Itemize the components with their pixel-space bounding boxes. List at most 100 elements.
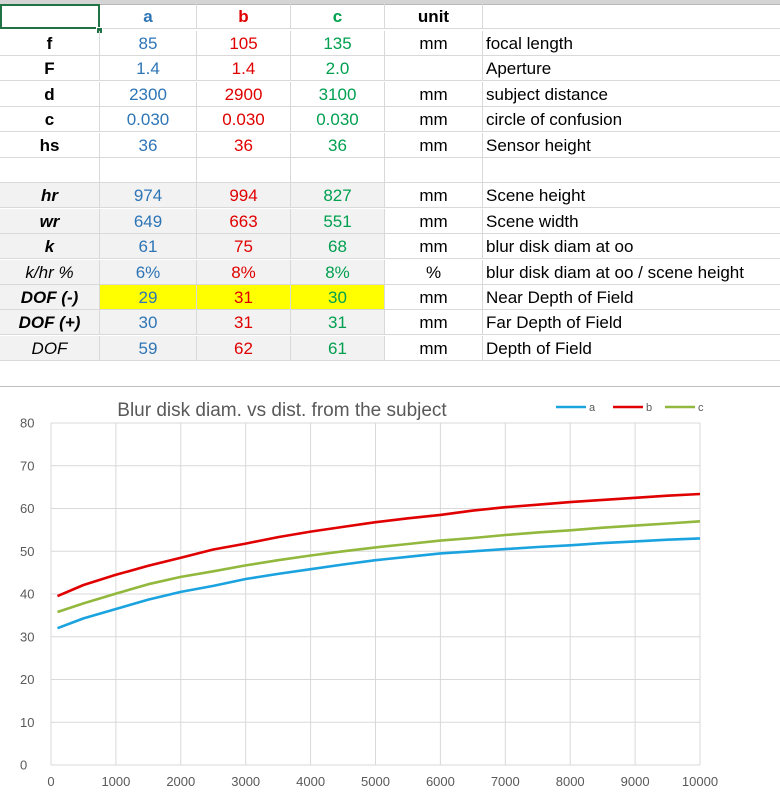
unit-cell[interactable]: mm [385,31,483,56]
table-row: DOF (-) 29 31 30 mm Near Depth of Field [0,285,780,310]
value-cell-a[interactable]: 59 [100,335,197,361]
header-cell-description[interactable] [483,4,780,29]
row-label-cell[interactable]: DOF [0,335,100,361]
unit-cell[interactable]: mm [385,335,483,361]
value-cell-b[interactable]: 994 [197,183,291,209]
row-label-cell[interactable]: hs [0,132,100,158]
value-cell-c[interactable]: 551 [291,208,385,234]
value-cell-a[interactable]: 1.4 [100,56,197,82]
y-tick-label: 30 [20,629,34,644]
y-tick-label: 20 [20,672,34,687]
value-cell-c[interactable]: 0.030 [291,107,385,133]
value-cell-c[interactable]: 2.0 [291,56,385,82]
value-cell-c[interactable]: 36 [291,132,385,158]
unit-cell[interactable] [385,56,483,82]
value-cell-c[interactable]: 31 [291,310,385,336]
value-cell-b[interactable]: 0.030 [197,107,291,133]
value-cell-b[interactable]: 31 [197,310,291,336]
description-cell[interactable]: Scene height [483,183,780,209]
legend-label-c: c [698,402,704,414]
row-label-cell[interactable] [0,158,100,183]
value-cell-a[interactable]: 36 [100,132,197,158]
unit-cell[interactable]: mm [385,183,483,209]
row-label-cell[interactable]: k/hr % [0,259,100,285]
value-cell-b[interactable]: 105 [197,31,291,56]
description-cell[interactable]: Sensor height [483,133,780,158]
value-cell-a[interactable]: 0.030 [100,107,197,133]
value-cell-c[interactable] [291,158,385,183]
value-cell-a[interactable]: 61 [100,234,197,260]
value-cell-a[interactable]: 6% [100,259,197,285]
unit-cell[interactable] [385,158,483,183]
value-cell-b[interactable]: 31 [197,285,291,310]
series-line-c [57,520,701,614]
value-cell-a[interactable]: 29 [100,285,197,310]
selected-cell[interactable] [0,4,100,29]
row-label-cell[interactable]: f [0,31,100,56]
header-cell-b[interactable]: b [197,4,291,29]
value-cell-a[interactable]: 974 [100,183,197,209]
value-cell-c[interactable]: 30 [291,285,385,310]
value-cell-b[interactable]: 2900 [197,81,291,107]
y-tick-label: 60 [20,501,34,516]
table-row [0,158,780,183]
value-cell-a[interactable]: 30 [100,310,197,336]
y-tick-label: 80 [20,416,34,431]
value-cell-b[interactable]: 62 [197,335,291,361]
value-cell-b[interactable]: 75 [197,234,291,260]
unit-cell[interactable]: mm [385,285,483,310]
description-cell[interactable]: blur disk diam at oo / scene height [483,260,780,285]
description-cell[interactable]: blur disk diam at oo [483,234,780,260]
row-label-cell[interactable]: DOF (-) [0,285,100,310]
description-cell[interactable]: Depth of Field [483,336,780,361]
x-tick-label: 6000 [426,774,455,789]
value-cell-b[interactable]: 8% [197,259,291,285]
value-cell-c[interactable]: 3100 [291,81,385,107]
unit-cell[interactable]: mm [385,310,483,336]
x-tick-label: 9000 [621,774,650,789]
y-tick-label: 10 [20,715,34,730]
value-cell-c[interactable]: 135 [291,31,385,56]
unit-cell[interactable]: mm [385,234,483,260]
description-cell[interactable]: Scene width [483,209,780,234]
unit-cell[interactable]: mm [385,132,483,158]
header-cell-c[interactable]: c [291,4,385,29]
row-label-cell[interactable]: hr [0,183,100,209]
description-cell[interactable]: Aperture [483,56,780,82]
description-cell[interactable]: Near Depth of Field [483,285,780,310]
row-label-cell[interactable]: d [0,81,100,107]
value-cell-c[interactable]: 827 [291,183,385,209]
unit-cell[interactable]: % [385,259,483,285]
blur-disk-chart: 0 10 20 30 40 50 60 70 80 0 1000 2000 3000 4000 5000 60… [20,400,718,789]
value-cell-b[interactable]: 663 [197,208,291,234]
table-row: hs 36 36 36 mm Sensor height [0,132,780,158]
header-cell-a[interactable]: a [100,4,197,29]
row-label-cell[interactable]: wr [0,208,100,234]
value-cell-c[interactable]: 8% [291,259,385,285]
chart-panel[interactable]: 0 10 20 30 40 50 60 70 80 0 1000 2000 3000 4000 5000 60… [0,386,780,800]
description-cell[interactable]: subject distance [483,82,780,107]
header-cell-unit[interactable]: unit [385,4,483,29]
value-cell-a[interactable]: 85 [100,31,197,56]
value-cell-a[interactable] [100,158,197,183]
row-label-cell[interactable]: c [0,107,100,133]
unit-cell[interactable]: mm [385,81,483,107]
value-cell-a[interactable]: 649 [100,208,197,234]
row-label-cell[interactable]: k [0,234,100,260]
value-cell-c[interactable]: 61 [291,335,385,361]
unit-cell[interactable]: mm [385,107,483,133]
description-cell[interactable]: focal length [483,31,780,56]
header-row: a b c unit [0,4,780,29]
value-cell-b[interactable]: 1.4 [197,56,291,82]
value-cell-a[interactable]: 2300 [100,81,197,107]
unit-cell[interactable]: mm [385,208,483,234]
row-label-cell[interactable]: DOF (+) [0,310,100,336]
row-label-cell[interactable]: F [0,56,100,82]
description-cell[interactable]: circle of confusion [483,107,780,133]
description-cell[interactable]: Far Depth of Field [483,310,780,336]
value-cell-c[interactable]: 68 [291,234,385,260]
value-cell-b[interactable] [197,158,291,183]
description-cell[interactable] [483,158,780,183]
value-cell-b[interactable]: 36 [197,132,291,158]
